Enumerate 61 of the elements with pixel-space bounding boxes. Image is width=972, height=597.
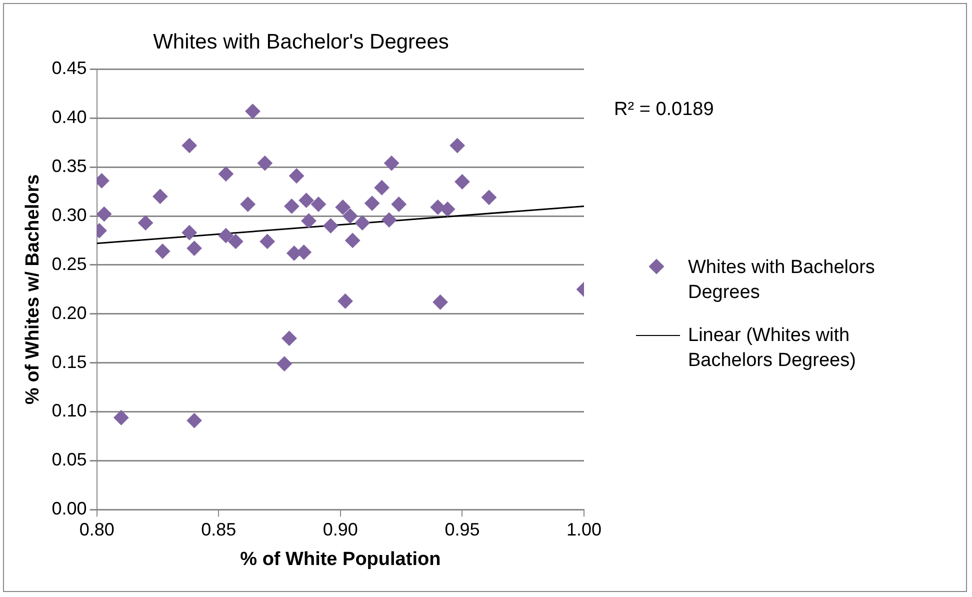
point (345, 232, 360, 248)
point (335, 200, 350, 215)
point (342, 208, 358, 224)
y-tick-label: 0.00 (52, 498, 87, 519)
point (152, 188, 168, 204)
y-axis-title: % of Whites w/ Bachelors (22, 174, 44, 404)
y-tick-label: 0.05 (52, 450, 87, 470)
point (138, 215, 154, 230)
point (364, 196, 380, 211)
point (440, 202, 456, 217)
x-tick-label: 0.80 (79, 519, 114, 540)
x-tick-label: 1.00 (566, 519, 602, 540)
point (260, 234, 275, 249)
point (257, 156, 272, 171)
point (228, 234, 244, 249)
point (276, 356, 292, 372)
legend-label: Linear (Whites with Bachelors Degrees) (688, 324, 857, 373)
point (301, 213, 316, 228)
y-tick-label: 0.25 (52, 254, 87, 274)
point (391, 196, 406, 212)
y-tick-label: 0.20 (52, 302, 87, 323)
y-tick-label: 0.30 (52, 204, 87, 225)
point (240, 196, 256, 212)
point (310, 196, 326, 212)
point (186, 240, 202, 256)
point (454, 174, 470, 190)
point (374, 180, 390, 196)
y-tick-label: 0.10 (52, 400, 87, 421)
y-tick-label: 0.45 (52, 58, 87, 78)
legend-label: Whites with Bachelors Degrees (688, 256, 876, 305)
point (432, 294, 448, 310)
point (450, 138, 465, 154)
point (323, 218, 338, 234)
y-tick-label: 0.35 (52, 156, 87, 176)
point (289, 168, 304, 184)
y-tick-label: 0.40 (52, 107, 87, 128)
point (482, 190, 497, 205)
point (114, 410, 129, 426)
point (155, 244, 170, 259)
point (384, 156, 400, 171)
x-tick-label: 0.90 (322, 519, 358, 540)
point (96, 206, 112, 222)
x-axis-title: % of White Population (240, 548, 441, 570)
point (338, 294, 353, 309)
point (282, 330, 297, 346)
point (186, 413, 202, 428)
text: R² = 0.0189 (614, 99, 714, 120)
x-tick-label: 0.95 (444, 519, 480, 540)
point (298, 192, 314, 208)
point (182, 225, 197, 240)
chart-title: Whites with Bachelor's Degrees (153, 30, 449, 54)
point (182, 138, 197, 154)
point (382, 212, 397, 228)
point (245, 104, 260, 119)
point (354, 215, 370, 230)
x-tick-label: 0.85 (201, 519, 236, 540)
point (430, 200, 446, 215)
point (218, 166, 234, 182)
point (218, 228, 234, 244)
point (284, 198, 300, 214)
y-tick-label: 0.15 (52, 352, 87, 372)
